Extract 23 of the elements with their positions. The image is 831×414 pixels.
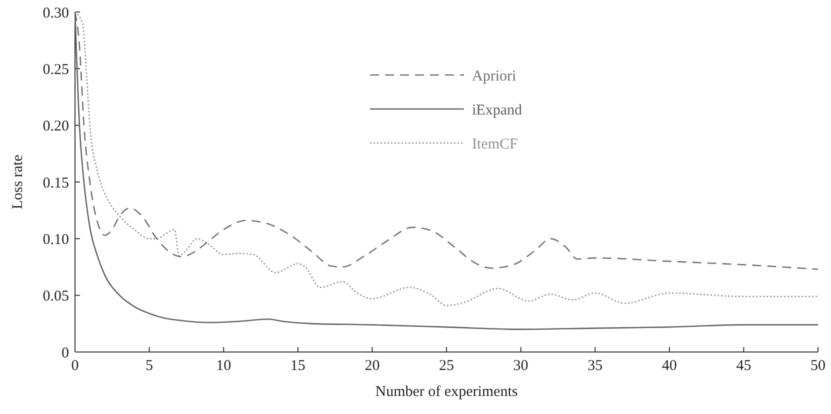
y-tick-label: 0.10 — [42, 232, 69, 248]
x-tick-label: 45 — [736, 358, 752, 374]
x-tick-label: 25 — [439, 358, 454, 374]
y-tick-label: 0.30 — [42, 5, 69, 22]
y-tick-label: 0.25 — [42, 62, 69, 78]
x-tick-label: 30 — [513, 358, 528, 374]
x-tick-label: 0 — [71, 358, 79, 374]
y-tick-label: 0.20 — [42, 118, 69, 135]
x-tick-label: 15 — [290, 358, 306, 374]
x-tick-label: 35 — [588, 358, 603, 374]
text: Apriori — [472, 68, 516, 84]
x-tick-label: 10 — [216, 358, 232, 374]
y-axis-title: Loss rate — [10, 154, 26, 210]
x-tick-label: 50 — [810, 358, 826, 374]
x-tick-label: 5 — [146, 358, 154, 374]
x-tick-label: 40 — [662, 358, 677, 374]
x-axis-title: Number of experiments — [375, 384, 518, 400]
text: iExpand — [472, 102, 522, 118]
y-tick-label: 0.15 — [42, 175, 69, 192]
text: ItemCF — [472, 136, 518, 152]
x-tick-label: 20 — [364, 358, 380, 374]
y-tick-label: 0.05 — [42, 288, 69, 305]
y-tick-label: 0 — [62, 345, 69, 362]
